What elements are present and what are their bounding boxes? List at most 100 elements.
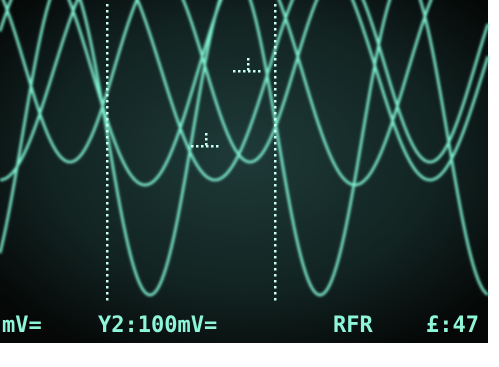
marker-dot [196,145,199,148]
cursor-dot [274,238,277,241]
cursor-dot [274,280,277,283]
cursor-dot [106,196,109,199]
cursor-dot [106,148,109,151]
cursor-dot [106,298,109,301]
cursor-dot [274,178,277,181]
cursor-dot [106,76,109,79]
cursor-dot [106,202,109,205]
marker-dot [233,70,236,73]
cursor-dot [274,202,277,205]
cursor-dot [106,250,109,253]
cursor-dot [274,106,277,109]
cursor-dot [274,136,277,139]
cursor-dot [106,268,109,271]
cursor-dot [106,34,109,37]
cursor-dot [106,178,109,181]
cursor-dot [274,262,277,265]
marker-dot [247,68,250,71]
cursor-dot [274,268,277,271]
cursor-dot [106,10,109,13]
cursor-dot [274,292,277,295]
cursor-dot [106,22,109,25]
marker-dot [205,138,208,141]
cursor-dot [274,232,277,235]
cursor-dot [106,220,109,223]
cursor-dot [274,40,277,43]
cursor-dot [106,280,109,283]
cursor-dot [274,172,277,175]
cursor-dot [106,82,109,85]
cursor-dot [274,154,277,157]
cursor-dot [274,214,277,217]
cursor-dot [106,52,109,55]
marker-dot [191,145,194,148]
cursor-dot [274,82,277,85]
cursor-dot [274,148,277,151]
marker-dot [216,145,219,148]
cursor-dot [274,112,277,115]
readout: £:47 [426,313,479,338]
cursor-dot [274,166,277,169]
cursor-dot [106,4,109,7]
cursor-dot [106,88,109,91]
cursor-dot [106,58,109,61]
cursor-dot [274,88,277,91]
cursor-dot [274,286,277,289]
cursor-dot [274,274,277,277]
readout: RFR [333,313,373,338]
cursor-dot [274,130,277,133]
cursor-dot [106,28,109,31]
cursor-dot [106,262,109,265]
cursor-dot [274,118,277,121]
cursor-dot [106,118,109,121]
marker-dot [253,70,256,73]
cursor-dot [106,214,109,217]
cursor-dot [106,244,109,247]
cursor-dot [106,94,109,97]
cursor-dot [106,106,109,109]
cursor-dot [106,142,109,145]
cursor-dot [106,64,109,67]
marker-dot [201,145,204,148]
marker-dot [211,145,214,148]
cursor-dot [274,10,277,13]
cursor-dot [106,40,109,43]
cursor-dot [274,184,277,187]
cursor-dot [106,16,109,19]
marker-dot [205,143,208,146]
cursor-dot [106,256,109,259]
cursor-dot [274,28,277,31]
cursor-dot [106,274,109,277]
cursor-dot [106,190,109,193]
cursor-dot [274,208,277,211]
cursor-dot [106,286,109,289]
cursor-dot [106,136,109,139]
cursor-dot [106,172,109,175]
cursor-dot [106,70,109,73]
cursor-dot [106,208,109,211]
cursor-dot [106,160,109,163]
page: mV= Y2:100mV= RFR £:47 (() => { const da… [0,0,499,367]
cursor-dot [274,52,277,55]
cursor-dot [106,166,109,169]
cursor-dot [274,22,277,25]
cursor-dot [274,256,277,259]
cursor-dot [106,292,109,295]
cursor-dot [274,64,277,67]
cursor-dot [274,94,277,97]
marker-dot [243,70,246,73]
cursor-dot [274,70,277,73]
cursor-dot [274,142,277,145]
cursor-dot [274,220,277,223]
cursor-dot [274,76,277,79]
cursor-dot [274,298,277,301]
marker-dot [247,58,250,61]
cursor-dot [274,4,277,7]
cursor-dot [106,226,109,229]
cursor-dot [106,232,109,235]
readout: mV= [2,313,42,338]
cursor-dot [274,250,277,253]
readout: Y2:100mV= [98,313,217,338]
marker-dot [205,133,208,136]
cursor-dot [274,190,277,193]
